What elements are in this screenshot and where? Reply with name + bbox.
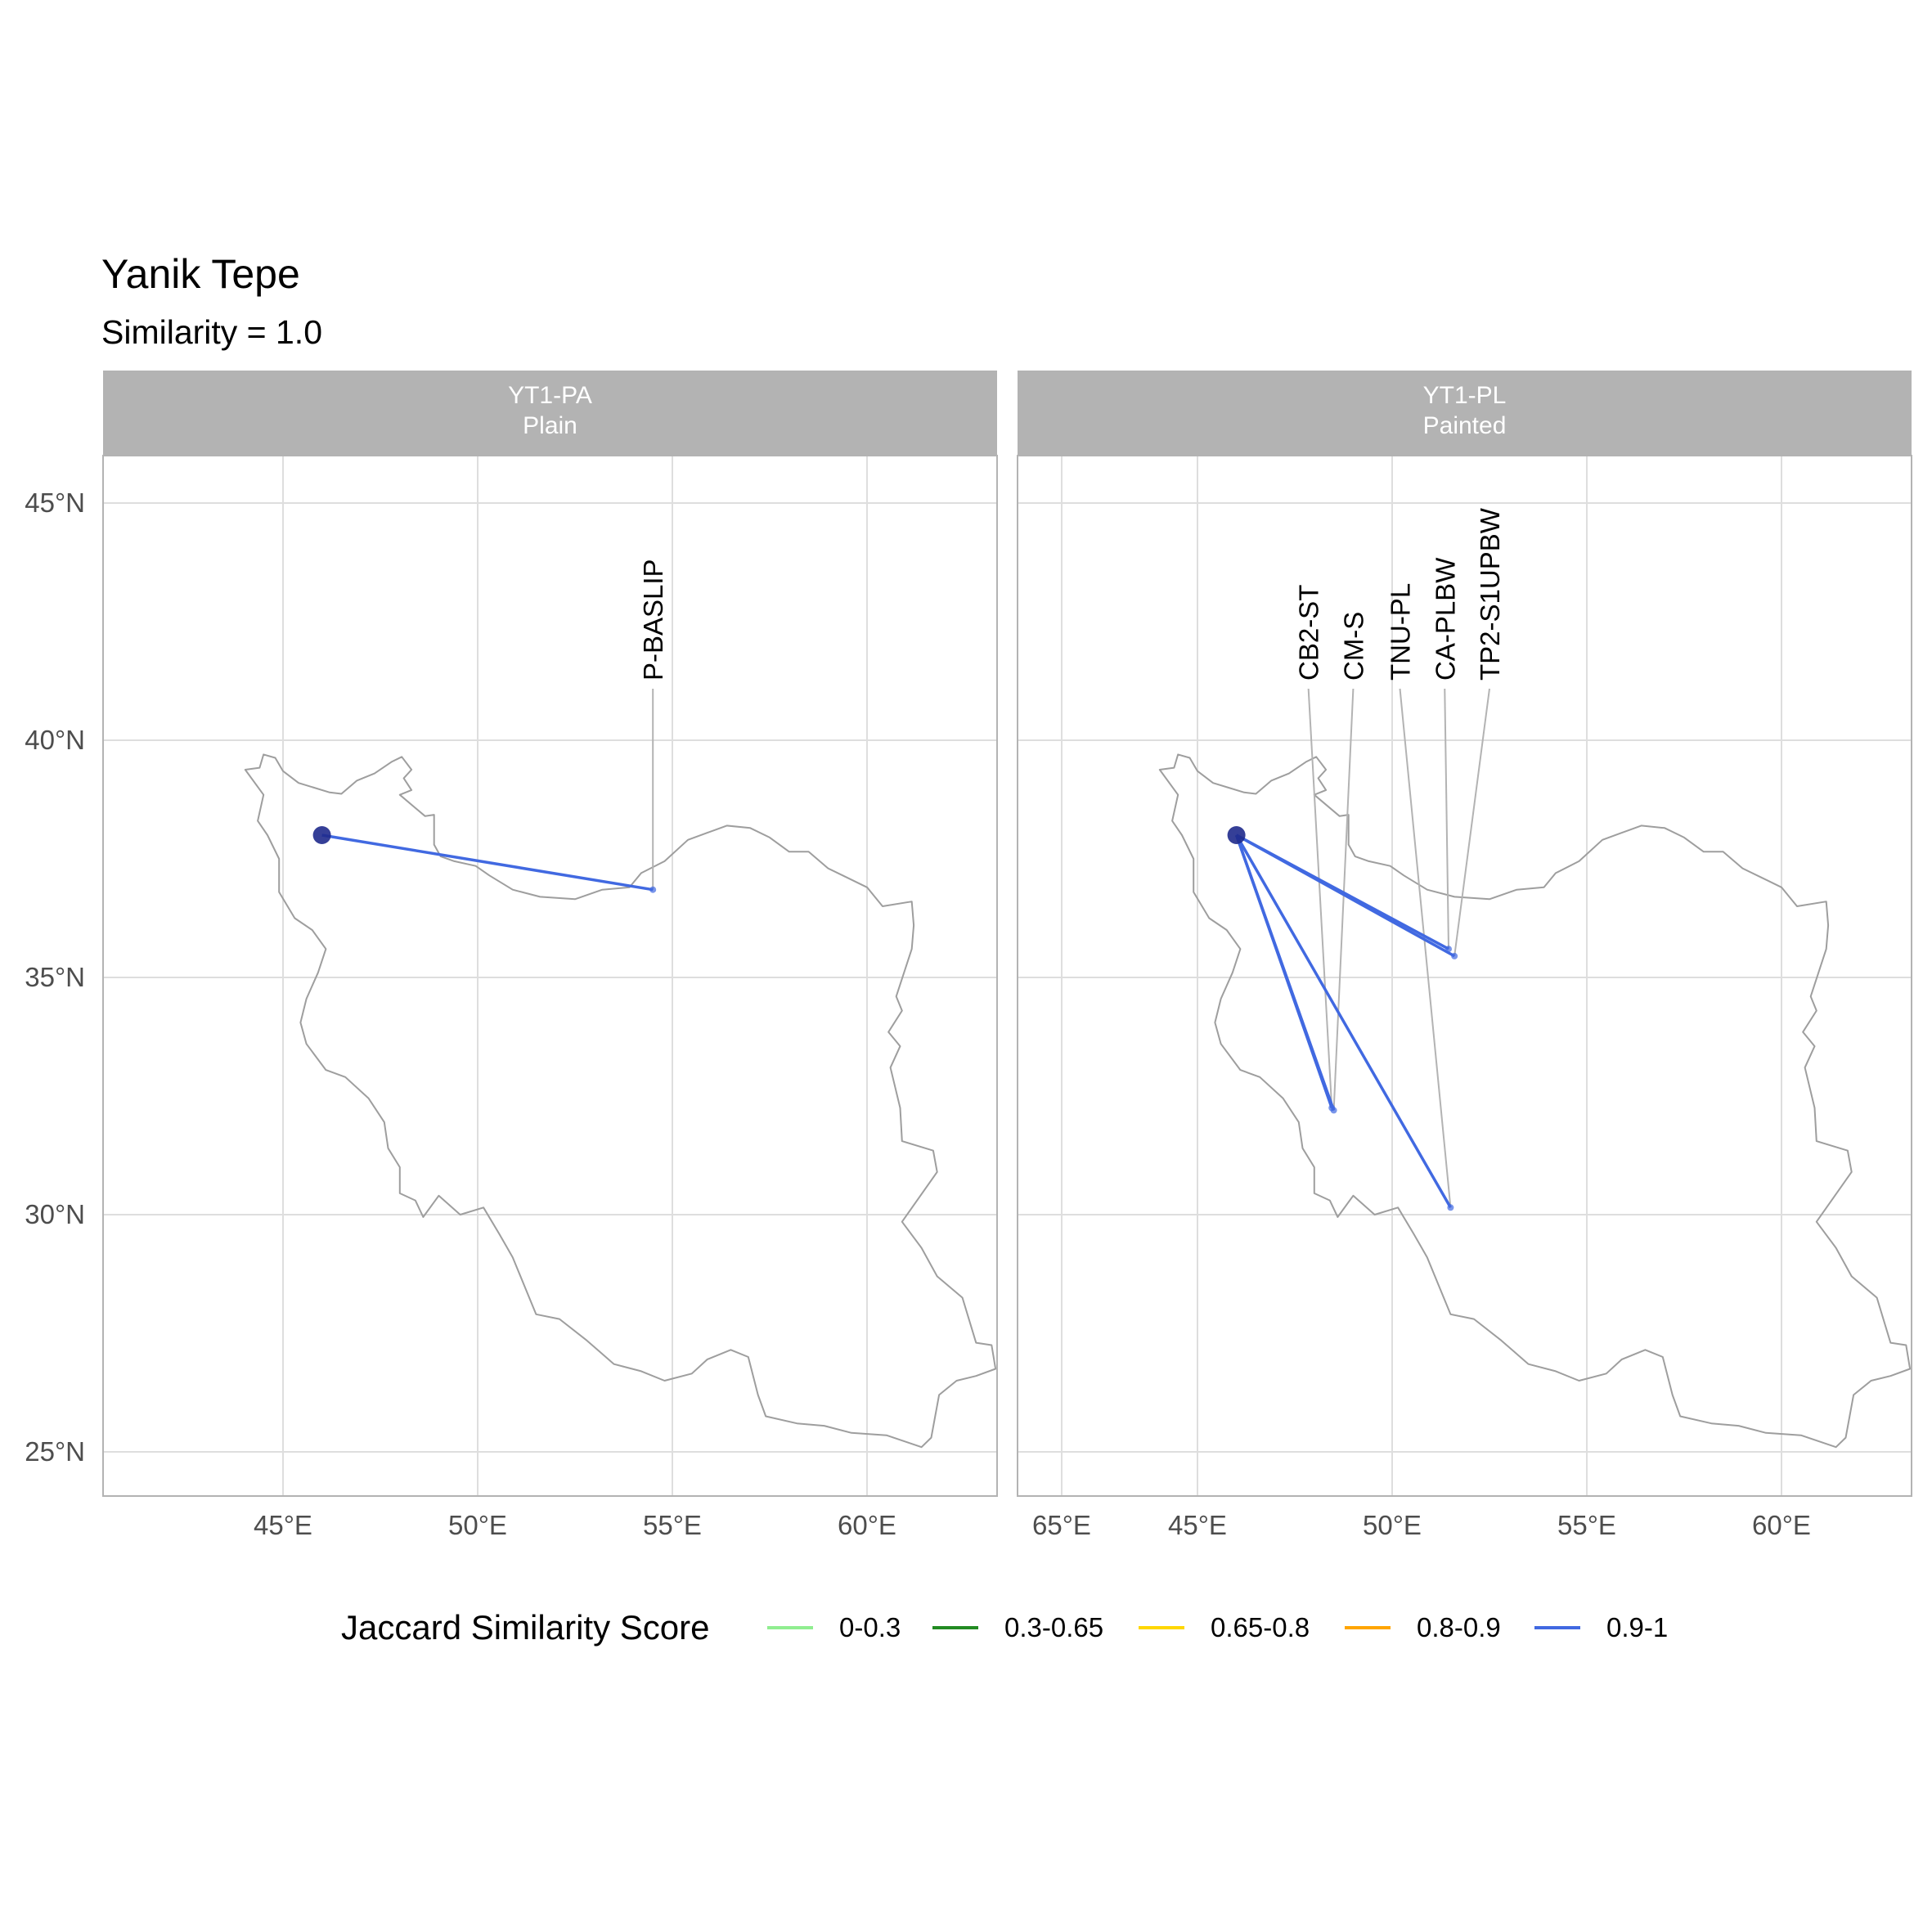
connection-line (1234, 834, 1336, 1111)
y-tick-label: 40°N (25, 725, 85, 755)
site-label: TP2-S1UPBW (1475, 507, 1505, 681)
origin-site-point (1227, 826, 1246, 844)
connection-line (1235, 834, 1452, 1209)
legend-title: Jaccard Similarity Score (341, 1608, 709, 1647)
connection-line (1235, 833, 1456, 958)
target-site-point (1330, 1107, 1337, 1114)
target-site-point (649, 886, 657, 893)
chart-title: Yanik Tepe (101, 251, 300, 297)
chart-subtitle: Similarity = 1.0 (101, 313, 322, 351)
facet-strip-id: YT1-PA (508, 382, 592, 409)
origin-site-point (312, 826, 331, 844)
site-label: P-BASLIP (638, 559, 668, 681)
label-leader-line (1399, 688, 1452, 1208)
site-label: TNU-PL (1386, 583, 1416, 681)
target-site-point (1451, 952, 1458, 959)
country-outline (244, 753, 997, 1449)
facet-strip (1018, 371, 1912, 456)
site-label: CA-PLBW (1430, 557, 1460, 681)
legend-key-label: 0.65-0.8 (1211, 1612, 1310, 1642)
x-tick-label: 50°E (448, 1510, 507, 1540)
facet-strip-type: Painted (1423, 412, 1507, 439)
label-leader-line (1307, 688, 1333, 1108)
facet-panel-2: YT1-PL Painted CB2-ST CM-S TNU-PL CA-PLBW TP2-… (1017, 371, 1912, 1540)
x-tick-label: 55°E (643, 1510, 702, 1540)
panel-border (102, 455, 998, 1497)
legend-key-label: 0.3-0.65 (1004, 1612, 1103, 1642)
y-tick-label: 30°N (25, 1199, 85, 1229)
facet-strip (103, 371, 997, 456)
legend: Jaccard Similarity Score 0-0.3 0.3-0.65 0.6… (341, 1608, 1668, 1647)
y-tick-label: 45°N (25, 487, 85, 518)
x-tick-label: 45°E (1168, 1510, 1227, 1540)
label-leader-line (1332, 688, 1355, 1111)
target-site-point (1445, 946, 1453, 953)
panel-border (1017, 455, 1912, 1497)
facet-strip-id: YT1-PL (1423, 382, 1507, 409)
legend-key-label: 0.9-1 (1606, 1612, 1668, 1642)
x-tick-label: 50°E (1363, 1510, 1422, 1540)
country-outline (1158, 753, 1912, 1449)
connection-line (321, 833, 654, 892)
x-tick-label: 55°E (1557, 1510, 1616, 1540)
facet-panel-1: YT1-PA Plain P-BASLIP 45°E 50°E 55°E 60°E 65°E (102, 371, 1091, 1540)
y-tick-label: 35°N (25, 962, 85, 992)
site-label: CB2-ST (1294, 585, 1324, 681)
x-tick-label: 60°E (1752, 1510, 1811, 1540)
facet-strip-type: Plain (523, 412, 577, 439)
target-site-point (1447, 1204, 1454, 1211)
x-tick-label: 65°E (1032, 1510, 1091, 1540)
y-tick-label: 25°N (25, 1436, 85, 1467)
legend-key-label: 0-0.3 (839, 1612, 901, 1642)
label-leader-line (1444, 688, 1450, 950)
x-tick-label: 45°E (254, 1510, 312, 1540)
legend-key-label: 0.8-0.9 (1417, 1612, 1501, 1642)
x-tick-label: 60°E (838, 1510, 896, 1540)
label-leader-line (1453, 688, 1490, 957)
site-label: CM-S (1338, 612, 1368, 681)
